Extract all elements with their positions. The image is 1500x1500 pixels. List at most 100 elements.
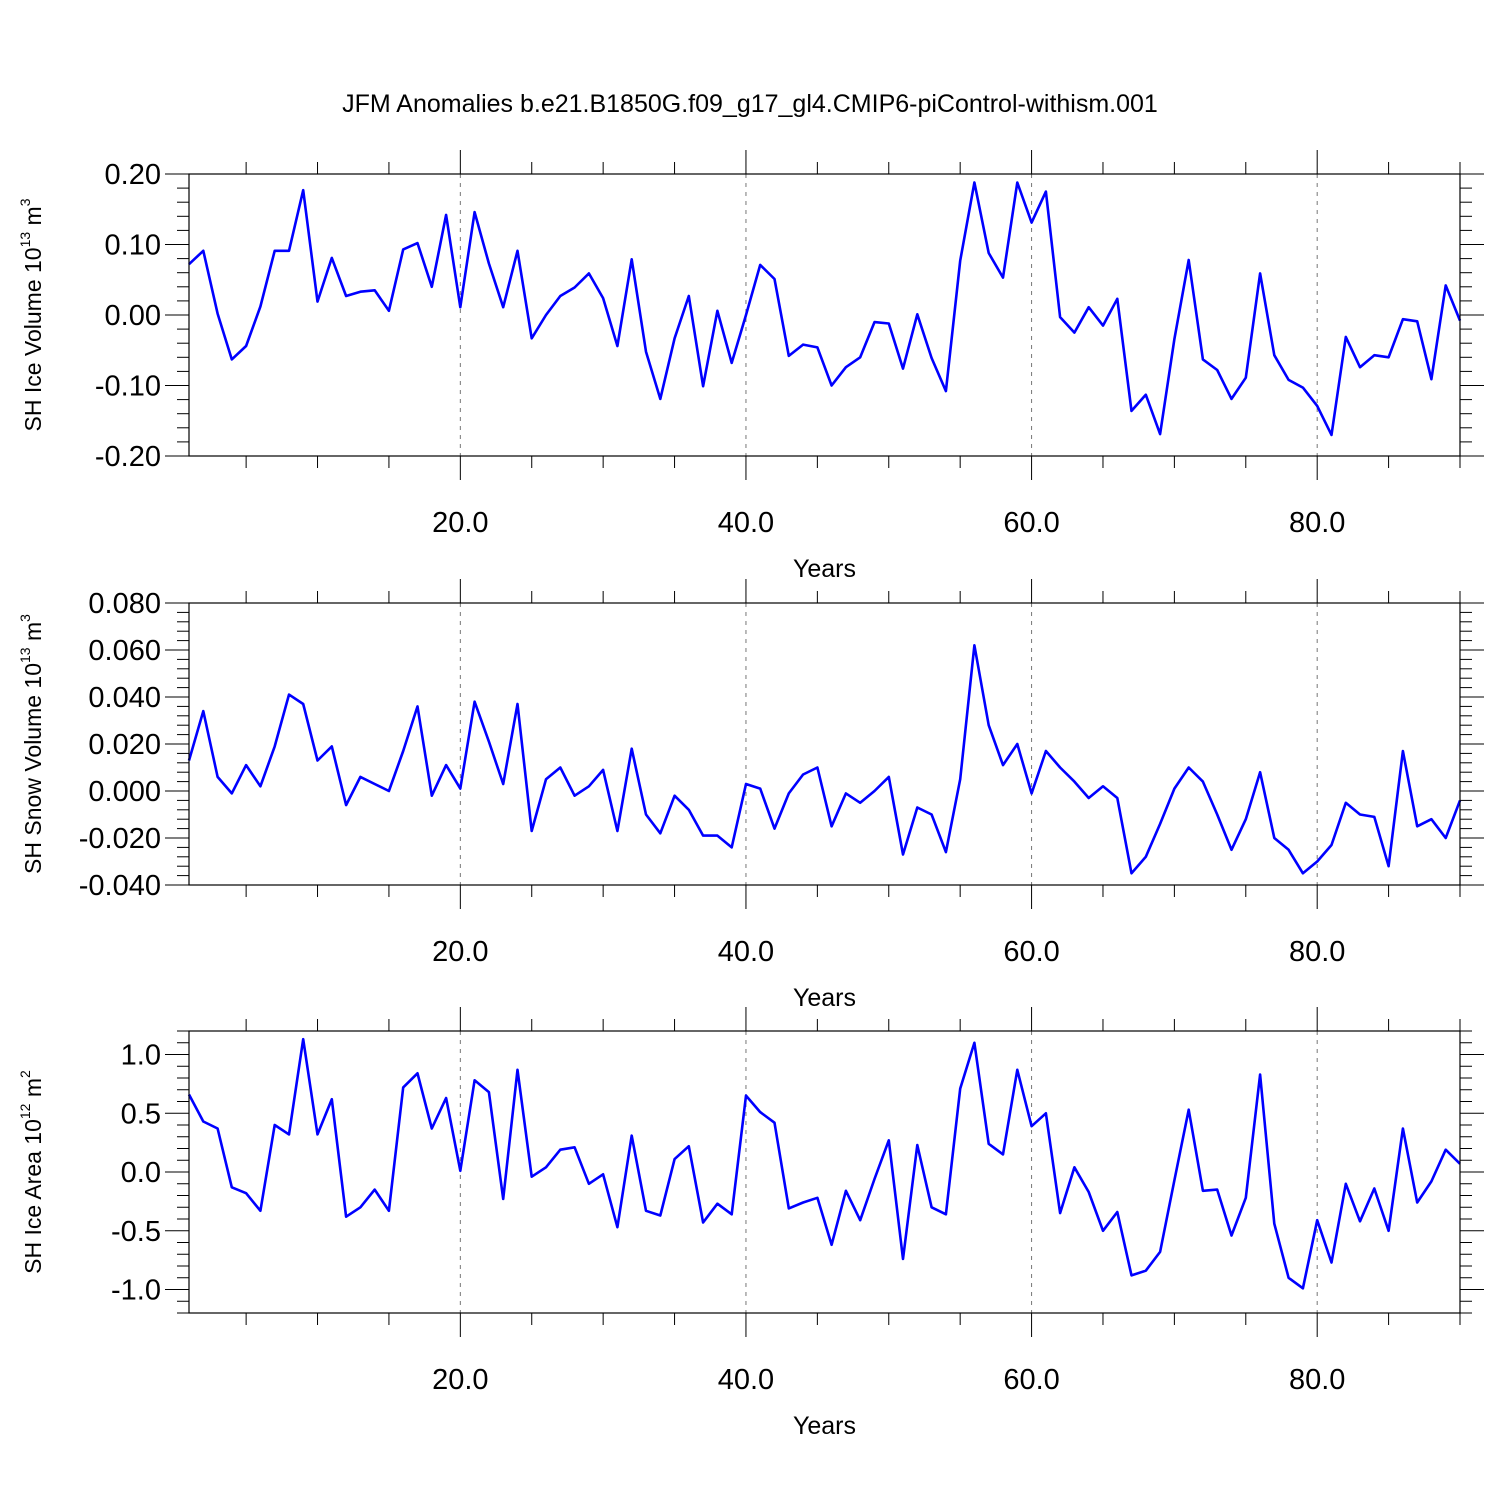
data-point bbox=[788, 1207, 790, 1209]
y-tick-label: -0.020 bbox=[79, 823, 161, 855]
data-point bbox=[1216, 813, 1218, 815]
x-tick-label: 80.0 bbox=[1289, 1364, 1345, 1396]
data-point bbox=[1330, 844, 1332, 846]
data-point bbox=[1330, 434, 1332, 436]
data-point bbox=[973, 181, 975, 183]
x-tick-label: 80.0 bbox=[1289, 507, 1345, 539]
data-point bbox=[1102, 785, 1104, 787]
data-point bbox=[1245, 377, 1247, 379]
data-point bbox=[859, 356, 861, 358]
data-point bbox=[545, 314, 547, 316]
data-point bbox=[902, 367, 904, 369]
data-point bbox=[1145, 1270, 1147, 1272]
data-point bbox=[959, 1087, 961, 1089]
data-point bbox=[759, 1111, 761, 1113]
data-point bbox=[1045, 190, 1047, 192]
data-point bbox=[1387, 1230, 1389, 1232]
data-point bbox=[702, 834, 704, 836]
data-point bbox=[1259, 1073, 1261, 1075]
x-tick-label: 60.0 bbox=[1003, 936, 1059, 968]
plot-frame bbox=[188, 1030, 1461, 1314]
data-point bbox=[1387, 356, 1389, 358]
data-point bbox=[202, 250, 204, 252]
data-point bbox=[1173, 1179, 1175, 1181]
data-point bbox=[945, 390, 947, 392]
data-point bbox=[1316, 860, 1318, 862]
data-point bbox=[830, 1244, 832, 1246]
data-point bbox=[1316, 405, 1318, 407]
data-point bbox=[616, 830, 618, 832]
x-tick-label: 60.0 bbox=[1003, 507, 1059, 539]
data-point bbox=[274, 745, 276, 747]
x-tick-label: 40.0 bbox=[718, 1364, 774, 1396]
data-point bbox=[1059, 1212, 1061, 1214]
data-point bbox=[316, 1133, 318, 1135]
data-point bbox=[374, 289, 376, 291]
data-point bbox=[1045, 1112, 1047, 1114]
data-point bbox=[873, 321, 875, 323]
data-point bbox=[516, 250, 518, 252]
y-tick-label: -0.5 bbox=[111, 1216, 161, 1248]
data-point bbox=[459, 787, 461, 789]
data-point bbox=[1259, 272, 1261, 274]
data-point bbox=[459, 306, 461, 308]
y-tick-label: 1.0 bbox=[121, 1040, 161, 1072]
data-point bbox=[973, 644, 975, 646]
data-point bbox=[873, 790, 875, 792]
data-point bbox=[259, 305, 261, 307]
data-point bbox=[1002, 1153, 1004, 1155]
data-point bbox=[1245, 1197, 1247, 1199]
data-point bbox=[1073, 780, 1075, 782]
data-point bbox=[516, 703, 518, 705]
data-point bbox=[745, 314, 747, 316]
data-point bbox=[1345, 336, 1347, 338]
data-point bbox=[1302, 872, 1304, 874]
y-axis-label-unit: m bbox=[20, 622, 46, 648]
y-axis-label: SH Ice Volume 1013 m3 bbox=[17, 198, 46, 431]
data-point bbox=[888, 776, 890, 778]
y-tick-label: 0.080 bbox=[88, 588, 161, 620]
data-point bbox=[345, 295, 347, 297]
data-point bbox=[274, 1124, 276, 1126]
x-axis-label: Years bbox=[793, 1412, 856, 1440]
data-point bbox=[388, 310, 390, 312]
data-point bbox=[1130, 872, 1132, 874]
data-point bbox=[659, 1214, 661, 1216]
data-point bbox=[573, 795, 575, 797]
x-tick-label: 40.0 bbox=[718, 936, 774, 968]
data-point bbox=[402, 750, 404, 752]
data-point bbox=[1173, 787, 1175, 789]
data-point bbox=[1145, 394, 1147, 396]
data-point bbox=[231, 792, 233, 794]
data-point bbox=[616, 1226, 618, 1228]
data-point bbox=[1402, 1127, 1404, 1129]
data-point bbox=[359, 1206, 361, 1208]
data-point bbox=[473, 1079, 475, 1081]
data-point bbox=[302, 703, 304, 705]
data-point bbox=[1273, 1223, 1275, 1225]
data-point bbox=[802, 343, 804, 345]
y-axis-label-exponent: 13 bbox=[17, 647, 33, 663]
data-point bbox=[731, 846, 733, 848]
data-point bbox=[1230, 1234, 1232, 1236]
y-tick-label: 0.10 bbox=[105, 230, 161, 262]
data-point bbox=[1016, 181, 1018, 183]
data-point bbox=[702, 385, 704, 387]
y-tick-label: -0.10 bbox=[95, 371, 161, 403]
data-point bbox=[1416, 1201, 1418, 1203]
data-point bbox=[488, 740, 490, 742]
data-point bbox=[888, 1139, 890, 1141]
data-point bbox=[1030, 792, 1032, 794]
data-point bbox=[645, 1210, 647, 1212]
data-point bbox=[431, 795, 433, 797]
data-point bbox=[588, 785, 590, 787]
data-point bbox=[445, 764, 447, 766]
data-point bbox=[302, 1038, 304, 1040]
data-point bbox=[445, 1097, 447, 1099]
data-point bbox=[1416, 825, 1418, 827]
data-point bbox=[916, 1144, 918, 1146]
data-point bbox=[588, 272, 590, 274]
data-point bbox=[616, 345, 618, 347]
data-point bbox=[1002, 276, 1004, 278]
data-point bbox=[431, 1127, 433, 1129]
